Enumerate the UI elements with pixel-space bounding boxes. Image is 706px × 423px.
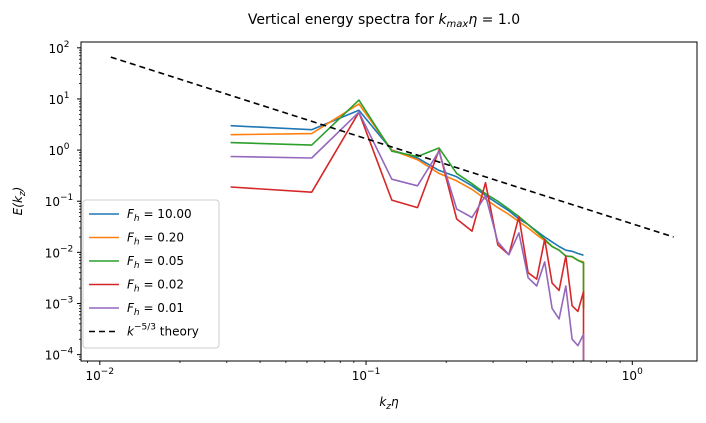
x-axis-label: kzη — [379, 395, 399, 412]
x-tick-label: 10−1 — [352, 367, 381, 383]
legend-label-5: k−5/3 theory — [127, 323, 199, 339]
y-tick-label: 102 — [48, 40, 69, 56]
x-axis: 10−2 10−1 100 — [86, 361, 643, 383]
y-tick-label: 10−4 — [45, 347, 74, 363]
series-line-5 — [110, 56, 674, 238]
y-axis: 10−4 10−3 10−2 10−1 100 101 102 — [45, 40, 81, 363]
series-line-1 — [230, 103, 585, 309]
plot-area — [110, 56, 674, 361]
legend-label-0: Fh = 10.00 — [127, 207, 192, 224]
x-tick-label: 10−2 — [86, 367, 115, 383]
series-line-2 — [230, 99, 585, 309]
y-tick-label: 10−3 — [45, 295, 74, 311]
y-tick-label: 10−2 — [45, 244, 74, 260]
chart-title: Vertical energy spectra for kmaxη = 1.0 — [248, 12, 520, 30]
series-line-3 — [230, 111, 585, 361]
legend-label-2: Fh = 0.05 — [127, 254, 184, 271]
x-tick-label: 100 — [622, 367, 643, 383]
legend-label-1: Fh = 0.20 — [127, 231, 184, 248]
series-layer — [110, 56, 674, 361]
series-line-4 — [230, 111, 585, 361]
legend-label-3: Fh = 0.02 — [127, 278, 184, 295]
legend-label-4: Fh = 0.01 — [127, 301, 184, 318]
y-tick-label: 10−1 — [45, 193, 74, 209]
y-axis-label: E(kz) — [11, 187, 28, 216]
y-tick-label: 100 — [48, 142, 69, 158]
legend: Fh = 10.00 Fh = 0.20 Fh = 0.05 Fh = 0.02 Fh … — [82, 199, 220, 349]
y-tick-label: 101 — [48, 91, 69, 107]
